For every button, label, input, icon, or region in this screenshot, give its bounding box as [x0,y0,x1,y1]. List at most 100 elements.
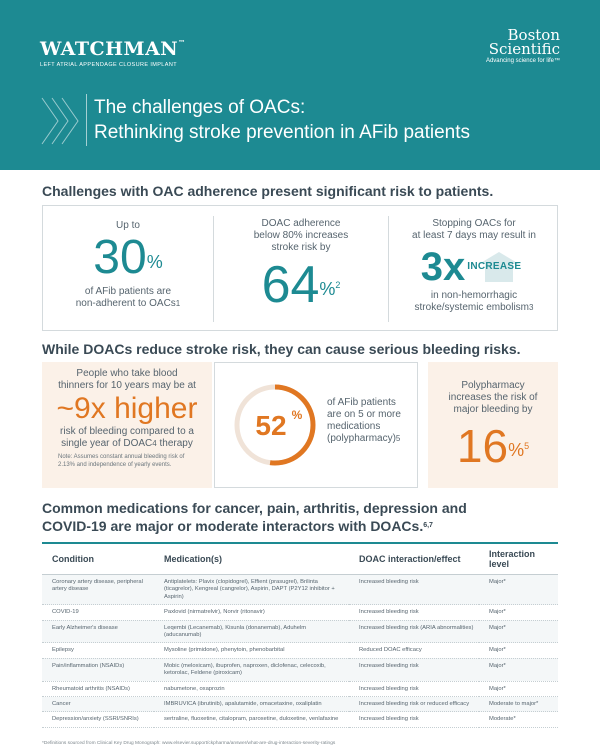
stat-value: 3x [420,245,466,289]
stat-line1: Stopping OACs for [432,218,516,229]
brand-tagline: LEFT ATRIAL APPENDAGE CLOSURE IMPLANT [40,62,177,68]
cell-level: Moderate to major* [479,696,558,713]
cell-condition: Depression/anxiety (SSRI/SNRIs) [42,711,154,728]
stat-line3: major bleeding by [453,404,533,415]
stat-post-line2: non-adherent to OACs [75,298,176,309]
cell-effect: Increased bleeding risk [349,658,479,682]
cell-level: Major* [479,620,558,644]
col-header: DOAC interaction/effect [349,542,479,575]
stat-unit: % [292,408,303,422]
cell-level: Moderate* [479,711,558,728]
cell-effect: Reduced DOAC efficacy [349,642,479,659]
stat-line3: medications [327,421,381,432]
note-line1: Note: Assumes constant annual bleeding r… [58,454,185,460]
stat-value: 16 [456,420,509,472]
stat-unit: % [319,279,336,299]
stat-ref: 3 [529,303,534,312]
header-banner: WATCHMAN™ LEFT ATRIAL APPENDAGE CLOSURE … [0,0,600,170]
cell-level: Major* [479,604,558,621]
cell-effect: Increased bleeding risk or reduced effic… [349,696,479,713]
page-title: The challenges of OACs: Rethinking strok… [94,95,470,145]
cell-condition: Pain/inflammation (NSAIDs) [42,658,154,682]
cell-condition: Coronary artery disease, peripheral arte… [42,574,154,606]
cell-medications: Paxlovid (nirmatrelvir), Norvir (ritonav… [154,604,349,621]
stat-ref: 1 [175,299,181,308]
section1-heading: Challenges with OAC adherence present si… [42,183,494,199]
stat-post-line1: in non-hemorrhagic [430,290,518,301]
cell-medications: Mobic (meloxicam), ibuprofen, naproxen, … [154,658,349,682]
cell-medications: Antiplatelets: Plavix (clopidogrel), Eff… [154,574,349,606]
polypharmacy-stat: 52 % of AFib patients are on 5 or more m… [214,362,418,488]
col-header: Condition [42,542,154,575]
stat-line1: DOAC adherence [261,218,341,229]
divider [213,216,214,322]
ring-fill [234,384,316,466]
brand-name: WATCHMAN [40,38,179,60]
stat-line1: of AFib patients [327,397,396,408]
cell-level: Major* [479,574,558,606]
cell-level: Major* [479,658,558,682]
heading-ref: 6,7 [423,522,433,529]
table-row: Rheumatoid arthritis (NSAIDs) nabumetone… [42,681,558,698]
footnote: *Definitions sourced from Clinical Key D… [42,741,336,746]
stat-line3: stroke risk by [271,242,331,253]
stat-pre: Up to [116,220,140,231]
stat-line2: increases the risk of [448,392,538,403]
heading-line2: COVID-19 are major or moderate interacto… [42,518,424,534]
cell-condition: COVID-19 [42,604,154,621]
chevrons-icon [41,97,79,145]
cell-effect: Increased bleeding risk [349,574,479,606]
section3-heading: Common medications for cancer, pain, art… [42,499,467,535]
table-row: COVID-19 Paxlovid (nirmatrelvir), Norvir… [42,604,558,621]
stat-line4: (polypharmacy) [327,433,396,444]
adherence-stat: Up to 30% of AFib patients are non-adher… [43,206,213,332]
stroke-risk-stat: DOAC adherence below 80% increases strok… [214,206,388,332]
section2-heading: While DOACs reduce stroke risk, they can… [42,341,521,357]
up-arrow-icon: INCREASE [467,252,527,282]
cell-medications: sertraline, fluoxetine, citalopram, paro… [154,711,349,728]
cell-level: Major* [479,681,558,698]
stat-line2: thinners for 10 years may be at [58,380,196,391]
increase-badge: INCREASE [467,261,522,272]
cell-effect: Increased bleeding risk [349,711,479,728]
cell-condition: Early Alzheimer's disease [42,620,154,644]
adherence-stats-panel: Up to 30% of AFib patients are non-adher… [42,205,558,331]
stat-post-line2: single year of DOAC [61,438,153,449]
stat-line1: Polypharmacy [461,380,525,391]
discontinuation-stat: Stopping OACs for at least 7 days may re… [389,206,559,332]
watchman-logo: WATCHMAN™ LEFT ATRIAL APPENDAGE CLOSURE … [40,38,186,68]
stat-line1: People who take blood [76,368,178,379]
stat-post-line2-end: therapy [156,438,193,449]
table-row: Coronary artery disease, peripheral arte… [42,574,558,606]
table-row: Cancer IMBRUVICA (ibrutinib), apalutamid… [42,696,558,713]
stat-unit: % [508,440,525,460]
stat-ref: 5 [524,441,530,451]
cell-effect: Increased bleeding risk [349,681,479,698]
cell-medications: Mysoline (primidone), phenytoin, phenoba… [154,642,349,659]
table-header-row: Condition Medication(s) DOAC interaction… [42,542,558,575]
boston-scientific-logo: Boston Scientific Advancing science for … [485,28,560,65]
cell-effect: Increased bleeding risk (ARIA abnormalit… [349,620,479,644]
stat-post-line1: risk of bleeding compared to a [60,426,194,437]
divider [388,216,389,322]
interaction-table: Condition Medication(s) DOAC interaction… [42,542,558,728]
cell-condition: Epilepsy [42,642,154,659]
table-row: Epilepsy Mysoline (primidone), phenytoin… [42,642,558,659]
cell-medications: IMBRUVICA (ibrutinib), apalutamide, omac… [154,696,349,713]
stat-line2: are on 5 or more [327,409,401,420]
stat-value: ~9x higher [56,392,198,425]
company-tagline: Advancing science for life™ [485,58,560,64]
progress-ring: 52 % [234,384,316,466]
cell-condition: Rheumatoid arthritis (NSAIDs) [42,681,154,698]
cell-condition: Cancer [42,696,154,713]
cell-effect: Increased bleeding risk [349,604,479,621]
stat-unit: % [146,252,163,272]
company-name-line2: Scientific [488,40,560,58]
stat-line2: at least 7 days may result in [412,230,536,241]
stat-value: 64 [261,256,320,314]
stat-ref: 4 [152,439,157,448]
title-line2: Rethinking stroke prevention in AFib pat… [94,122,470,143]
table-row: Depression/anxiety (SSRI/SNRIs) sertrali… [42,711,558,728]
title-divider [86,94,87,146]
note-line2: 2.13% and independence of yearly events. [58,461,172,468]
